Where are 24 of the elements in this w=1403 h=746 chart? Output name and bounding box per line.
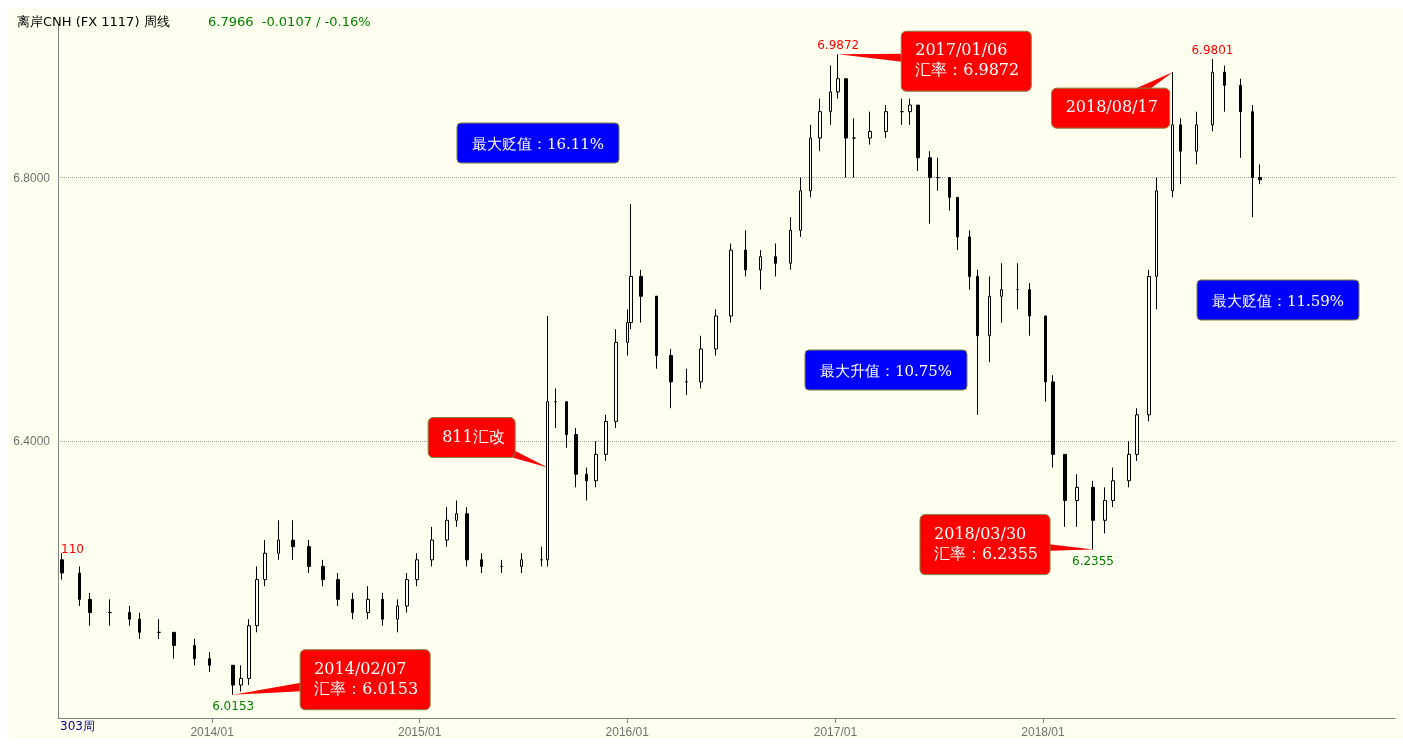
note-box: 最大贬值：11.59%	[1196, 279, 1360, 321]
annotation: 2014/02/07 汇率：6.0153	[314, 658, 419, 698]
text: 303周	[60, 719, 95, 733]
x-tick-label: 2014/01	[190, 725, 235, 739]
note-box: 最大贬值：16.11%	[456, 122, 620, 164]
annotation: 最大贬值：16.11%	[471, 135, 605, 153]
annotation: 最大贬值：11.59%	[1211, 292, 1345, 310]
chart-subtitle: 6.7966 -0.0107 / -0.16%	[208, 14, 371, 29]
x-tick-label: 2016/01	[605, 725, 650, 739]
x-tick-label: 2018/01	[1021, 725, 1065, 739]
x-tick-label: 2017/01	[813, 725, 858, 739]
x-tick-label: 2015/01	[397, 725, 442, 739]
annotation: 2018/08/17	[1065, 97, 1158, 117]
text: 6.9801	[1191, 42, 1234, 57]
text: 6.0153	[212, 698, 255, 713]
annotation: 110	[61, 542, 84, 556]
chart-title: 离岸CNH (FX 1117) 周线	[17, 14, 170, 29]
text: 6.2355	[1072, 553, 1115, 568]
y-tick-label: 6.8000	[13, 170, 51, 185]
text: 6.9872	[817, 38, 860, 53]
annotation: 最大升值：10.75%	[819, 362, 953, 380]
annotation: 2017/01/06 汇率：6.9872	[915, 40, 1020, 80]
note-box: 最大升值：10.75%	[804, 349, 968, 391]
y-tick-label: 6.4000	[13, 434, 51, 449]
